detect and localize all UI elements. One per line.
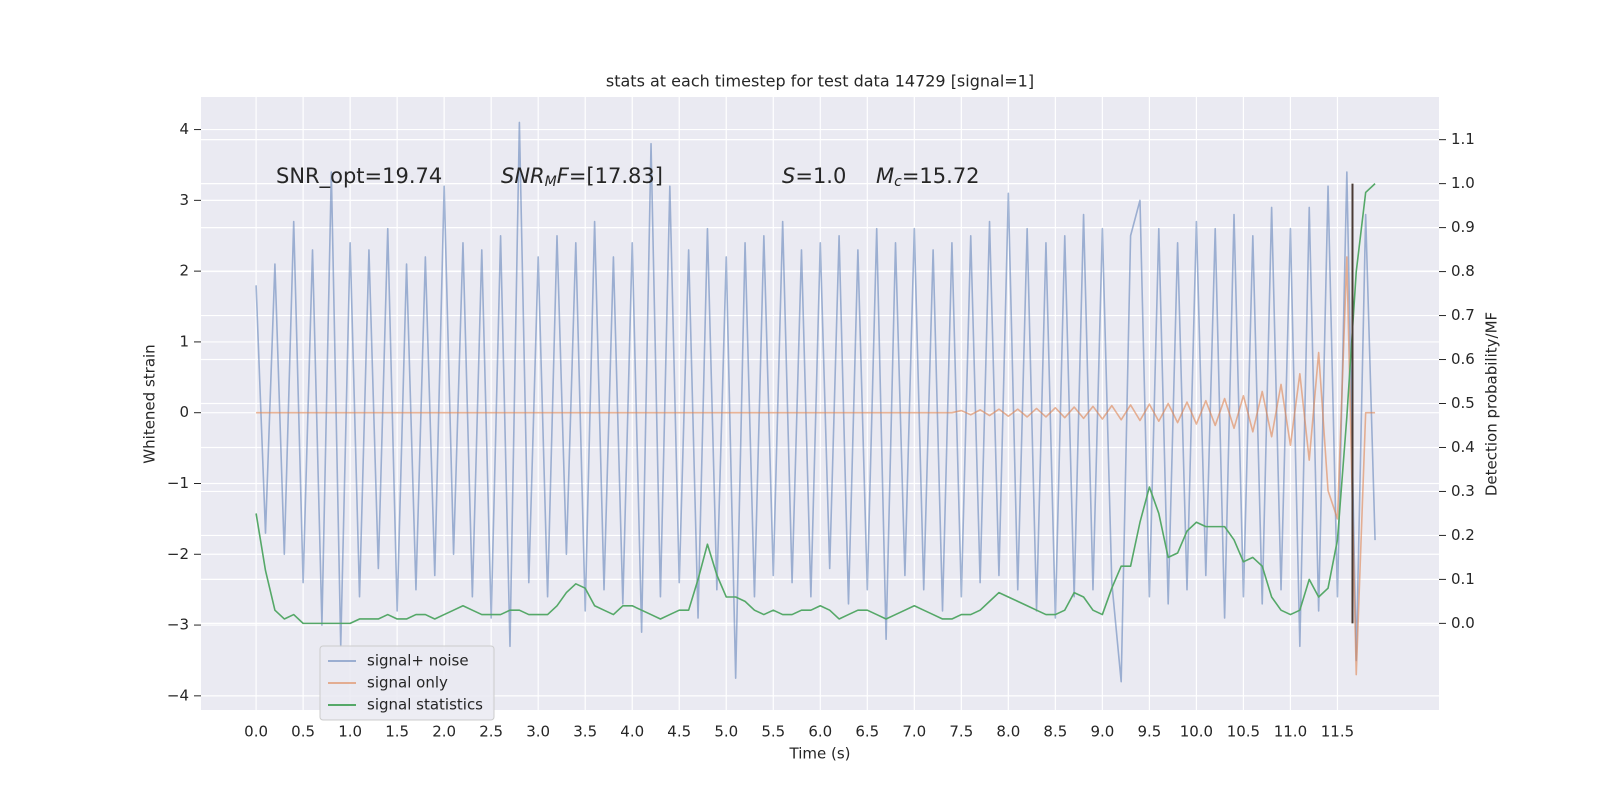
x-tick-label: 10.5 [1227, 723, 1260, 741]
annotation-text: =[17.83] [569, 164, 663, 188]
legend-label: signal statistics [367, 696, 483, 714]
x-tick-label: 4.5 [667, 723, 691, 741]
x-tick-label: 2.5 [479, 723, 503, 741]
x-tick-label: 1.5 [385, 723, 409, 741]
series-line [255, 183, 1376, 625]
x-tick-label: 8.5 [1043, 723, 1067, 741]
y2-tick-label: 1.0 [1451, 174, 1475, 192]
series-line [256, 256, 1376, 676]
y-tick-label: 3 [179, 191, 189, 209]
y2-tick-label: 0.7 [1451, 306, 1475, 324]
x-tick-label: 3.0 [526, 723, 550, 741]
annotation: Mc=15.72 [876, 164, 980, 190]
y2-tick-label: 0.8 [1451, 262, 1475, 280]
x-tick-label: 9.0 [1090, 723, 1114, 741]
x-tick-label: 5.5 [761, 723, 785, 741]
y2-tick-label: 0.2 [1451, 526, 1475, 544]
x-tick-label: 4.0 [620, 723, 644, 741]
annotation-symbol: SNR [501, 164, 545, 188]
axes: 0.0 0.5 1.0 1.5 2.0 2.5 3.0 3.5 4.0 4.5 5.0 5.5 6.0 6… [167, 120, 1475, 740]
x-tick-label: 11.0 [1274, 723, 1307, 741]
y2-tick-label: 0.1 [1451, 570, 1475, 588]
annotation-symbol: M [876, 164, 894, 188]
annotation: SNRMF=[17.83] [501, 164, 663, 190]
marks [255, 121, 1376, 683]
y2-axis-label: Detection probability/MF [1483, 312, 1501, 496]
annotation-text: SNR_opt=19.74 [276, 164, 442, 189]
x-tick-label: 9.5 [1137, 723, 1161, 741]
annotation-text: =1.0 [795, 164, 846, 188]
x-tick-label: 0.0 [244, 723, 268, 741]
y2-tick-label: 1.1 [1451, 130, 1475, 148]
annotation: S=1.0 [782, 164, 846, 188]
y-tick-label: 1 [179, 332, 189, 350]
y2-tick-label: 0.4 [1451, 438, 1475, 456]
y-tick-label: −4 [167, 686, 189, 704]
series-line [255, 121, 1376, 683]
legend-box [319, 645, 495, 721]
annotation-symbol-tail: F [557, 164, 570, 188]
legend: signal+ noise signal only signal statistic… [319, 645, 495, 721]
x-tick-label: 10.0 [1180, 723, 1213, 741]
x-tick-label: 2.0 [432, 723, 456, 741]
legend-label: signal+ noise [367, 652, 469, 670]
x-tick-label: 3.5 [573, 723, 597, 741]
y2-tick-label: 0.0 [1451, 614, 1475, 632]
x-tick-label: 11.5 [1321, 723, 1354, 741]
y-tick-label: −2 [167, 545, 189, 563]
y-tick-label: 2 [179, 262, 189, 280]
x-tick-label: 7.5 [949, 723, 973, 741]
y2-tick-label: 0.9 [1451, 218, 1475, 236]
x-tick-label: 8.0 [996, 723, 1020, 741]
y2-tick-label: 0.5 [1451, 394, 1475, 412]
annotation: SNR_opt=19.74 [276, 164, 442, 189]
x-tick-label: 0.5 [291, 723, 315, 741]
y-tick-label: 0 [179, 403, 189, 421]
x-tick-label: 1.0 [338, 723, 362, 741]
y-tick-label: 4 [179, 120, 189, 138]
annotation-subscript: c [894, 174, 902, 190]
legend-label: signal only [367, 674, 448, 692]
y2-tick-label: 0.3 [1451, 482, 1475, 500]
annotation-symbol: S [782, 164, 795, 188]
x-axis-label: Time (s) [789, 745, 851, 763]
y-tick-label: −3 [167, 616, 189, 634]
annotation-text: =15.72 [902, 164, 980, 188]
x-tick-label: 6.5 [855, 723, 879, 741]
x-tick-label: 5.0 [714, 723, 738, 741]
y-tick-label: −1 [167, 474, 189, 492]
y-axis-label: Whitened strain [141, 344, 159, 463]
x-tick-label: 6.0 [808, 723, 832, 741]
x-tick-label: 7.0 [902, 723, 926, 741]
annotation-subscript: M [545, 174, 557, 190]
chart-title: stats at each timestep for test data 147… [606, 72, 1034, 91]
y2-tick-label: 0.6 [1451, 350, 1475, 368]
